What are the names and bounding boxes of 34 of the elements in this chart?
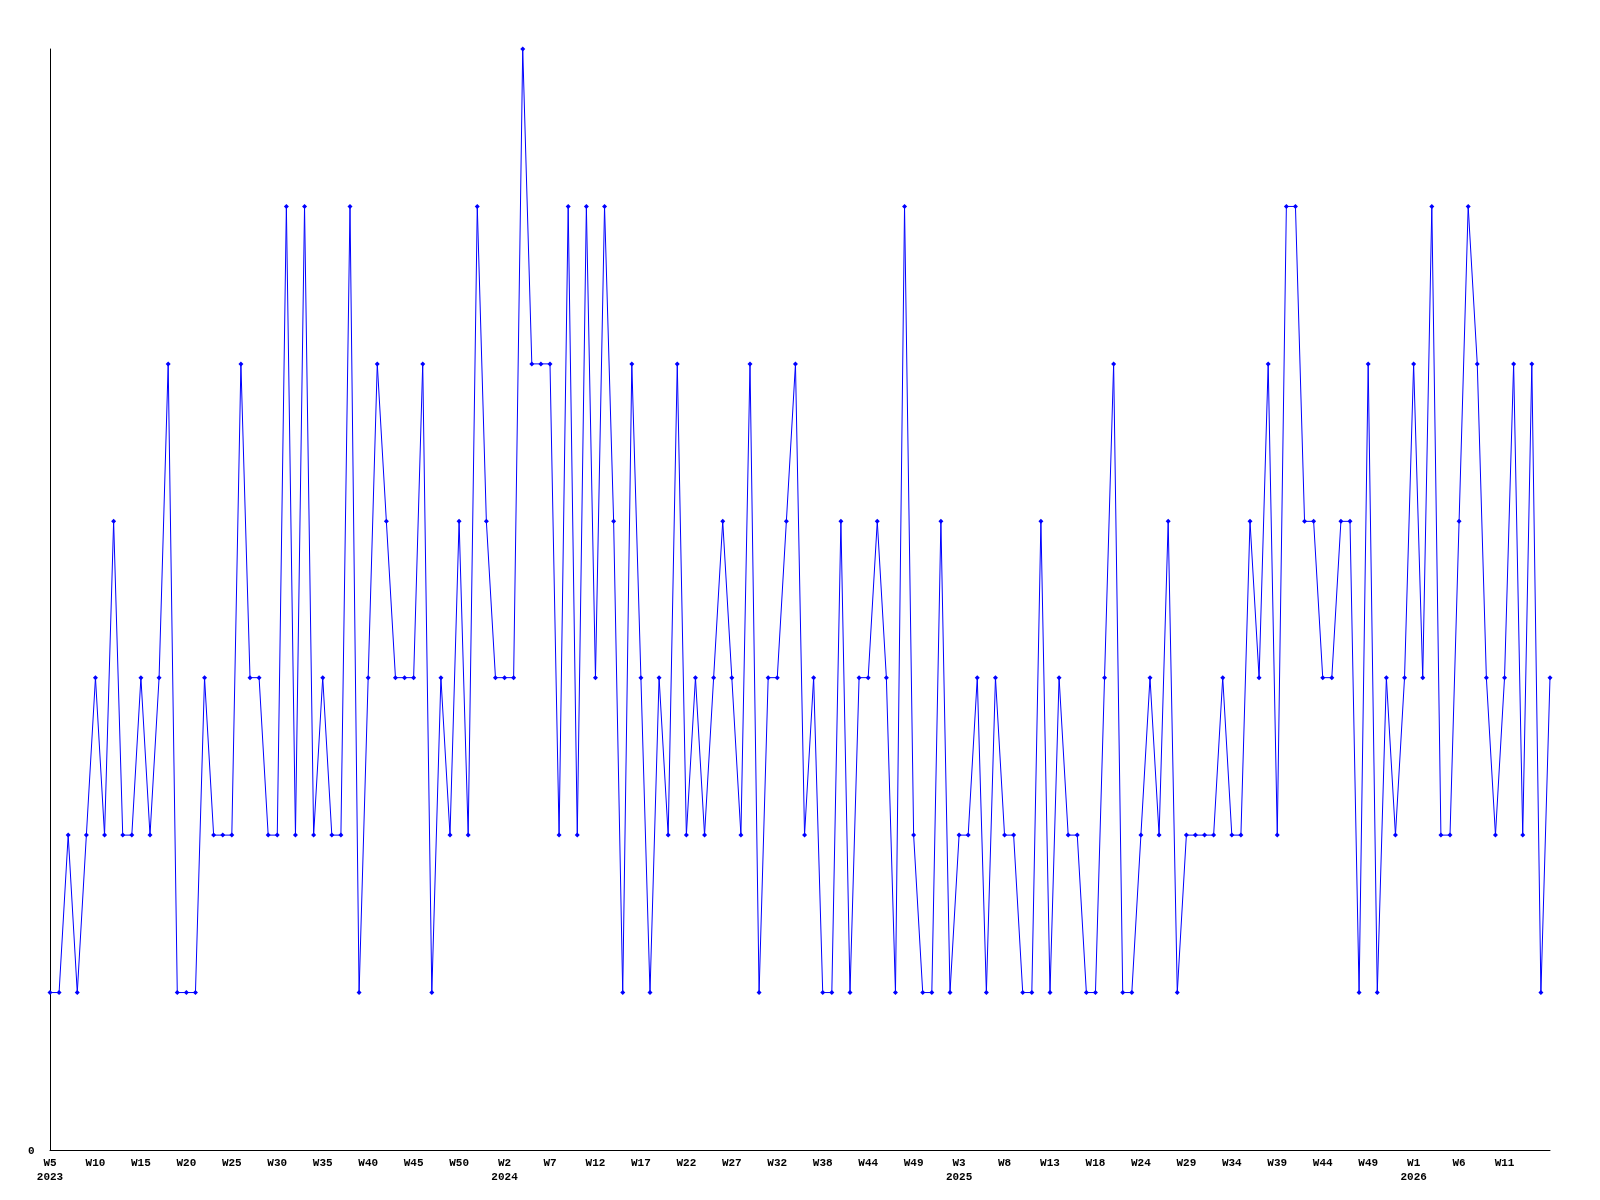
x-tick-label: W17 [631, 1157, 651, 1169]
x-tick-label: W34 [1221, 1157, 1243, 1169]
x-tick-label: W12 [585, 1157, 606, 1169]
x-tick-label: W50 [449, 1157, 469, 1169]
x-tick-label: W44 [858, 1157, 879, 1169]
x-tick-label: W11 [1494, 1157, 1515, 1169]
x-tick-label: W45 [403, 1157, 424, 1169]
x-tick-label: W24 [1131, 1157, 1152, 1169]
x-tick-label: W18 [1085, 1157, 1106, 1169]
x-tick-label: W38 [812, 1157, 834, 1169]
x-tick-label: W8 [997, 1157, 1012, 1169]
x-tick-label: W13 [1040, 1157, 1061, 1169]
x-tick-label: W39 [1267, 1157, 1288, 1169]
x-tick-label: W15 [131, 1157, 152, 1169]
x-tick-label: W35 [312, 1157, 334, 1169]
x-tick-label: W32 [767, 1157, 788, 1169]
text: 0 [28, 1144, 35, 1157]
x-tick-label: W7 [543, 1157, 557, 1169]
x-tick-label: W49 [903, 1157, 924, 1169]
x-tick-label: W25 [221, 1157, 243, 1169]
x-tick-label: W6 [1452, 1157, 1466, 1169]
x-tick-label: W27 [721, 1157, 742, 1169]
x-tick-label: W44 [1312, 1157, 1334, 1169]
x-tick-label: W22 [676, 1157, 697, 1169]
x-tick-label: W40 [358, 1157, 379, 1169]
x-tick-label: W5 2023 [36, 1157, 64, 1183]
x-tick-label: W30 [267, 1157, 288, 1169]
x-tick-label: W2 2024 [491, 1157, 519, 1183]
x-tick-label: W29 [1176, 1157, 1197, 1169]
x-tick-label: W20 [176, 1157, 197, 1169]
x-tick-label: W49 [1358, 1157, 1379, 1169]
x-tick-label: W10 [85, 1157, 106, 1169]
x-tick-label: W3 2025 [945, 1157, 973, 1183]
x-tick-label: W1 2026 [1400, 1157, 1427, 1183]
